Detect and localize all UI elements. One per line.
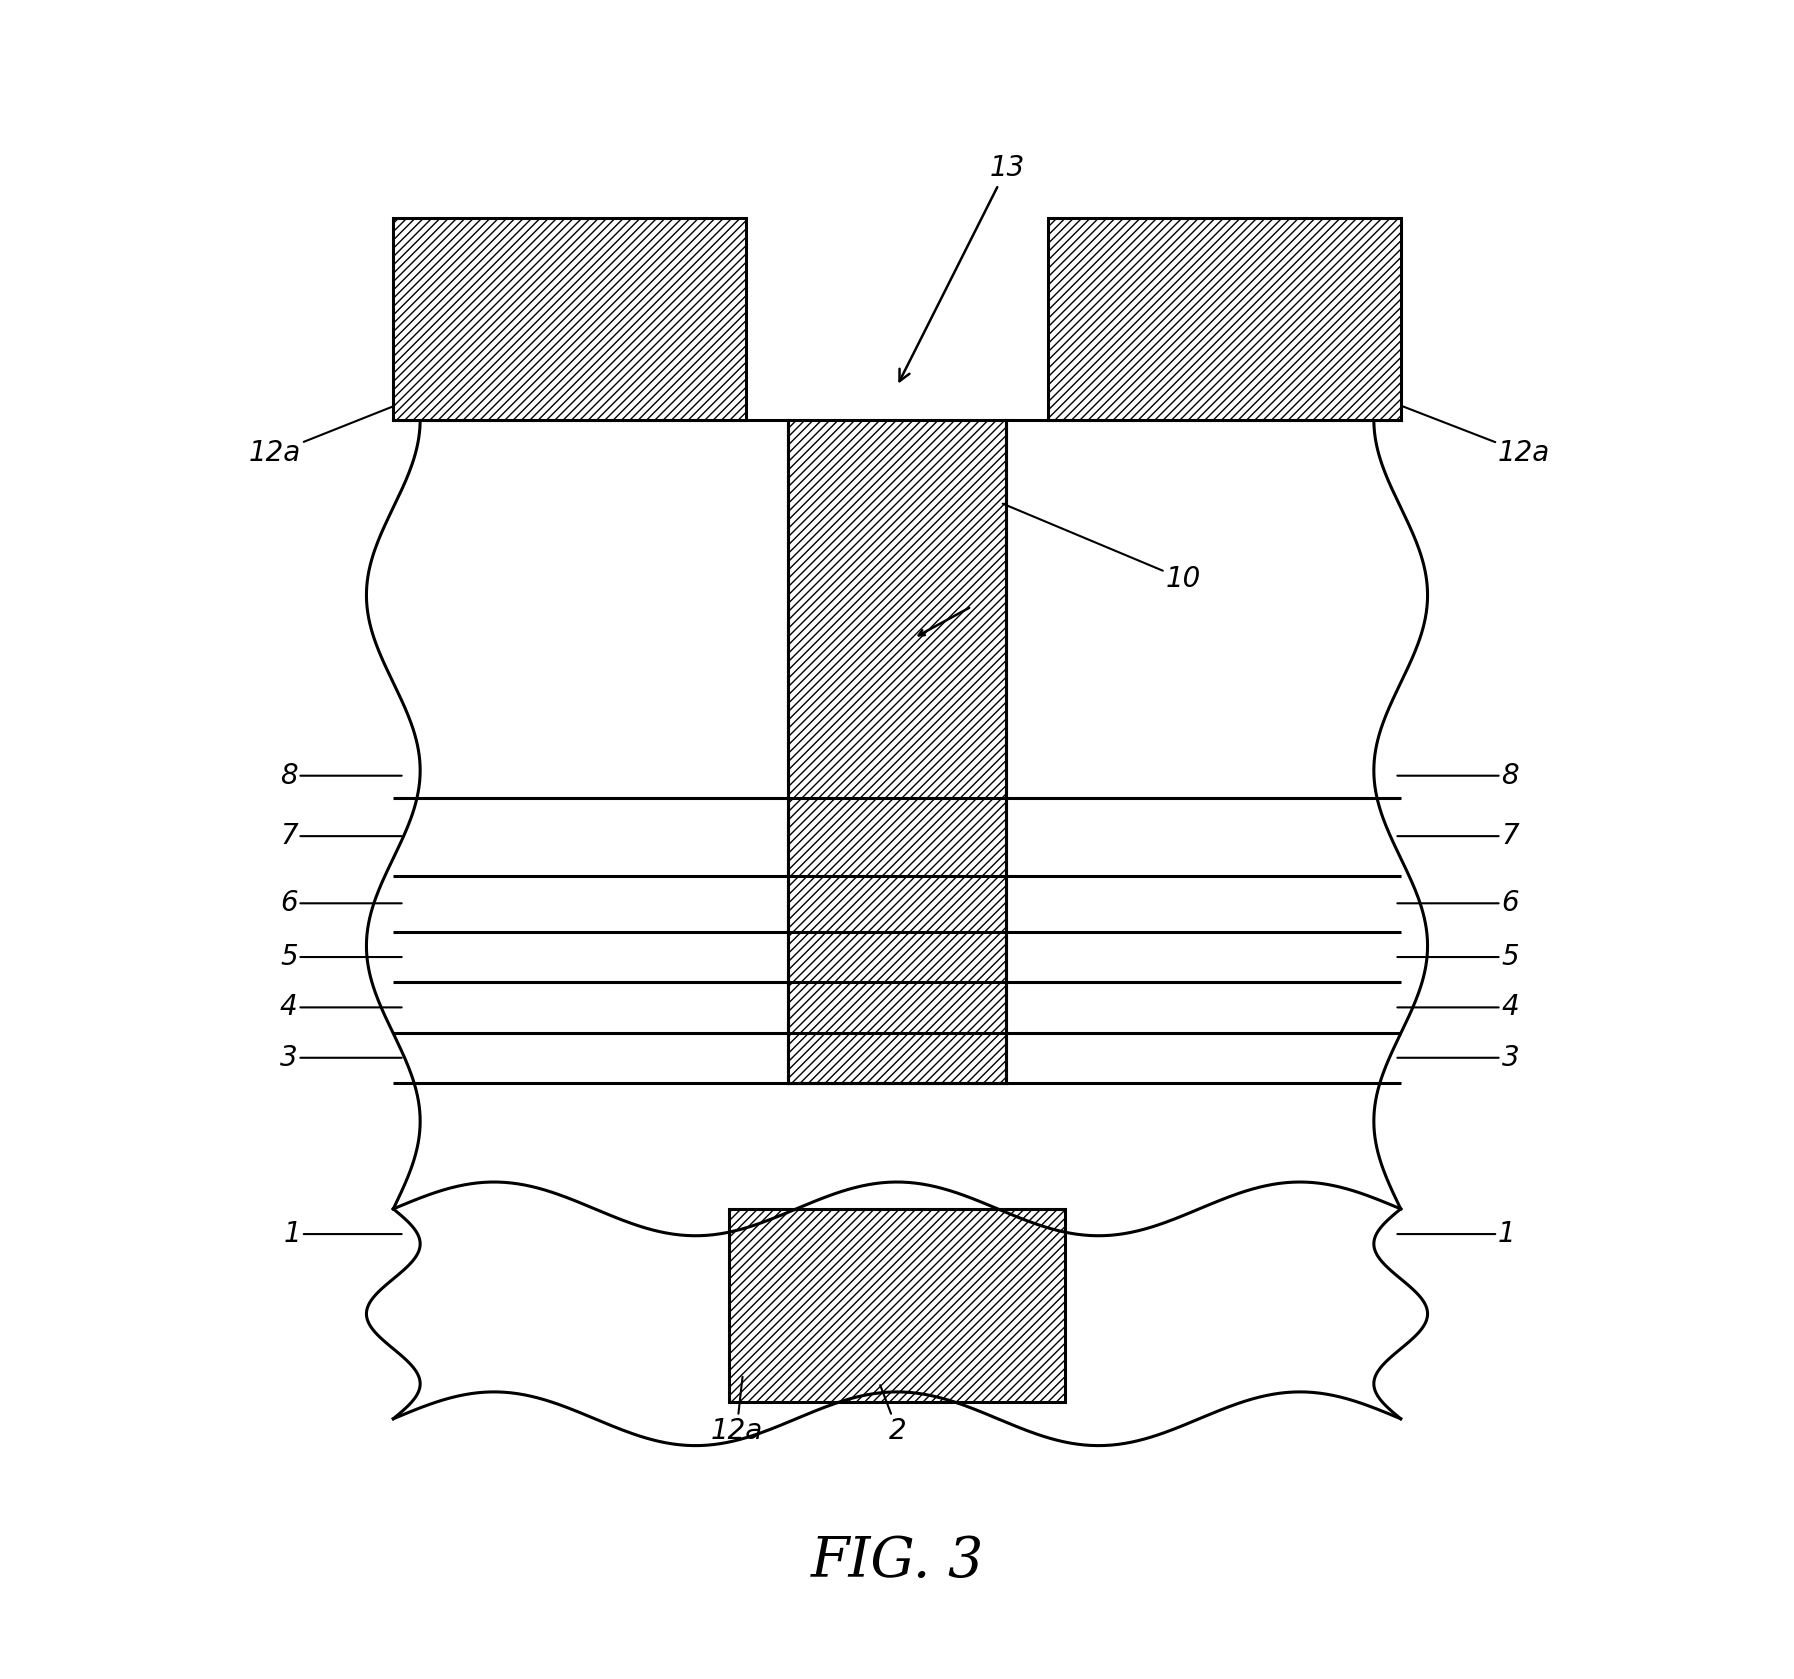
- Text: 4: 4: [1398, 994, 1520, 1021]
- Text: 8: 8: [1398, 762, 1520, 789]
- Bar: [728, 1209, 1066, 1402]
- Bar: [393, 218, 746, 420]
- Text: 3: 3: [1398, 1044, 1520, 1071]
- Text: 5: 5: [1398, 944, 1520, 970]
- Bar: [728, 1209, 1066, 1402]
- Text: 7: 7: [1398, 823, 1520, 850]
- Text: 12a: 12a: [249, 403, 402, 467]
- Bar: [1048, 218, 1401, 420]
- Text: 3: 3: [280, 1044, 402, 1071]
- Text: 6: 6: [280, 890, 402, 917]
- Text: 1: 1: [283, 1221, 402, 1247]
- Text: 4: 4: [280, 994, 402, 1021]
- Text: 6: 6: [1398, 890, 1520, 917]
- Text: 8: 8: [280, 762, 402, 789]
- Bar: [788, 420, 1006, 1083]
- Text: 2: 2: [881, 1385, 906, 1444]
- Text: 12a: 12a: [1394, 403, 1550, 467]
- Text: FIG. 3: FIG. 3: [811, 1535, 983, 1588]
- Bar: [393, 420, 1401, 1209]
- Text: 10: 10: [1003, 504, 1200, 593]
- Bar: [788, 420, 1006, 1083]
- Text: 5: 5: [280, 944, 402, 970]
- Text: 13: 13: [899, 154, 1024, 381]
- Text: 12a: 12a: [710, 1377, 762, 1444]
- Text: 7: 7: [280, 823, 402, 850]
- Text: 1: 1: [1398, 1221, 1516, 1247]
